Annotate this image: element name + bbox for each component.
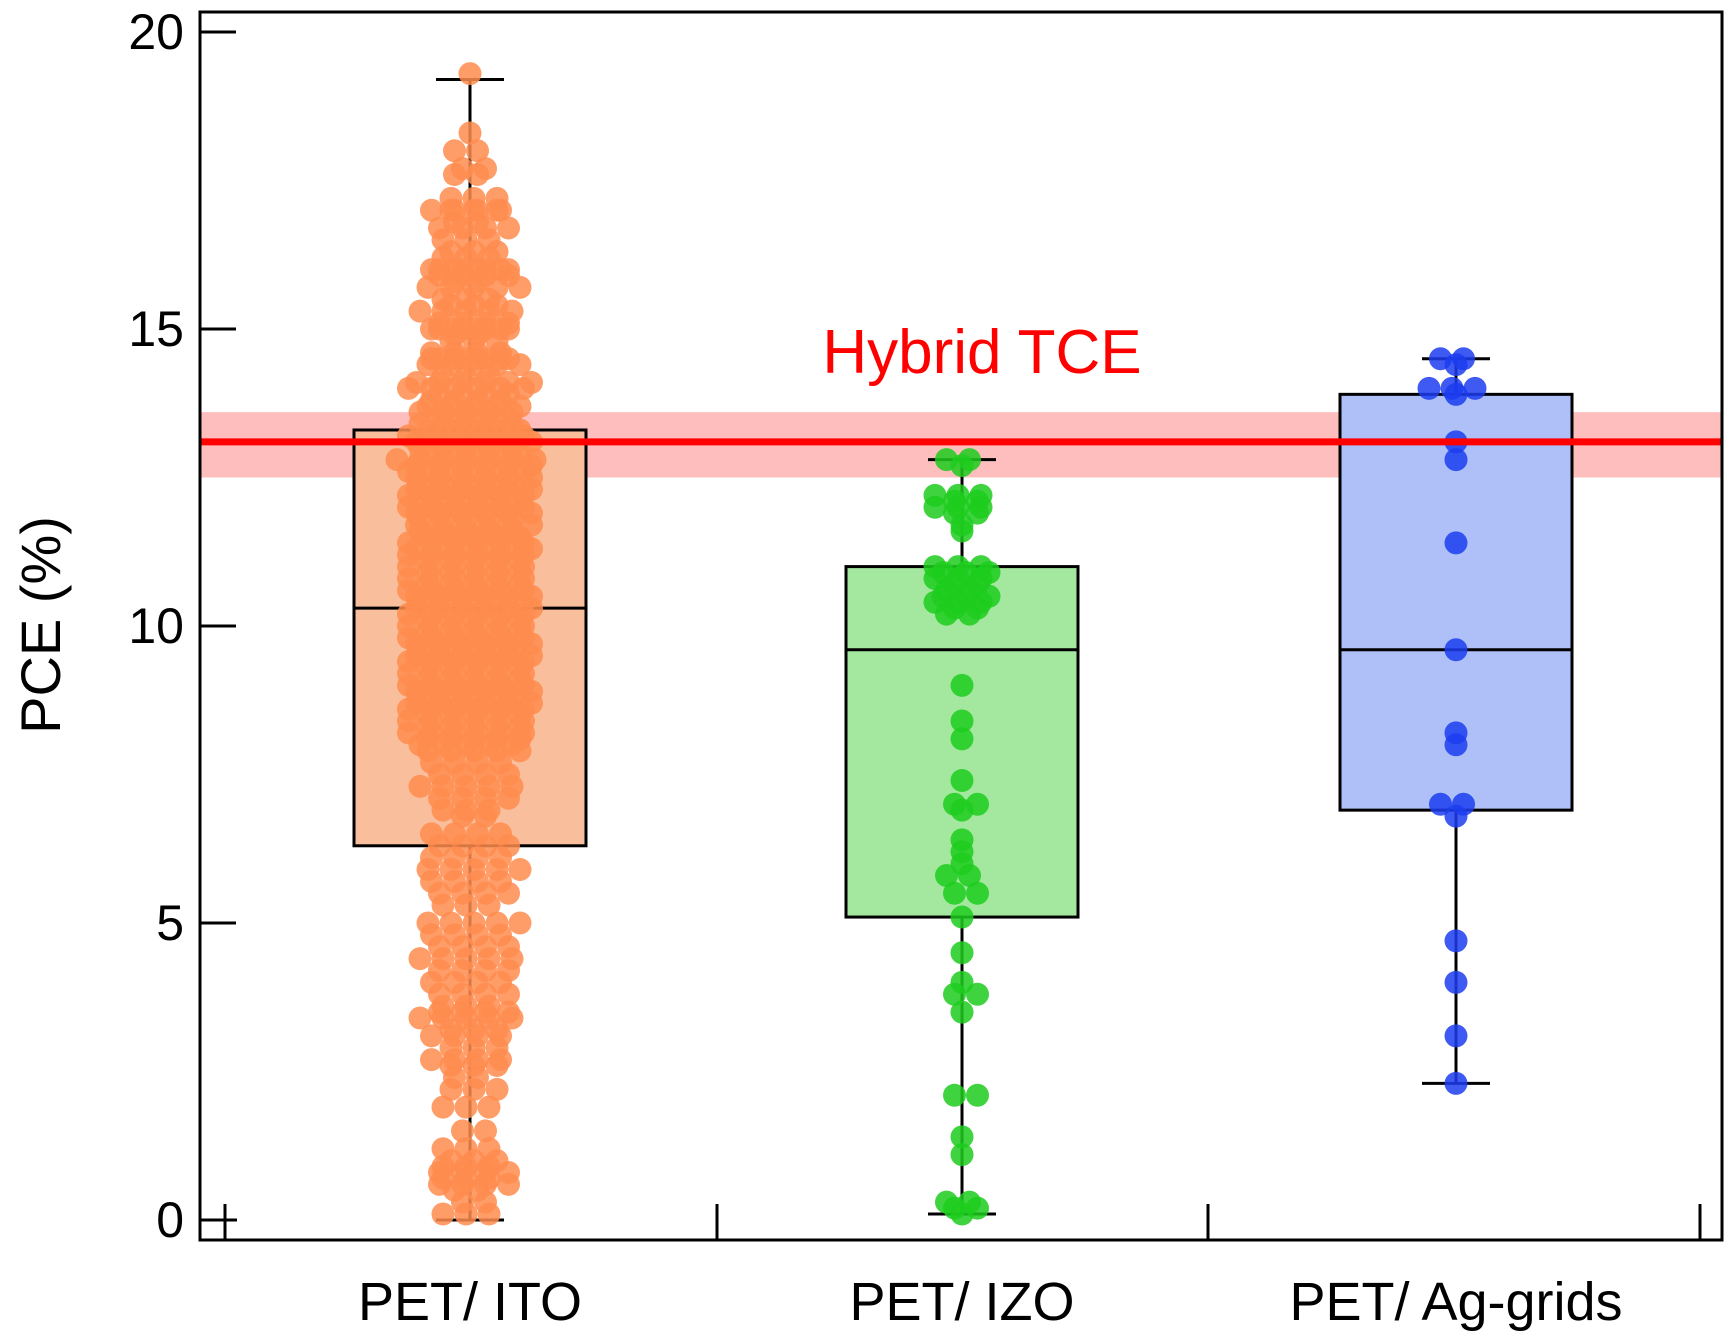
data-point (477, 1095, 501, 1119)
data-point (454, 893, 478, 917)
data-point (431, 1095, 455, 1119)
data-point (408, 299, 432, 323)
data-point (474, 804, 497, 828)
data-point (497, 1172, 520, 1196)
data-point (1444, 1024, 1468, 1048)
data-point (950, 1000, 974, 1024)
data-point (443, 139, 466, 163)
data-point (943, 982, 966, 1006)
data-point (950, 519, 974, 543)
data-point (454, 1095, 478, 1119)
data-point (451, 804, 474, 828)
y-axis-title: PCE (%) (9, 516, 72, 734)
data-point (1444, 804, 1468, 828)
data-point (508, 353, 532, 377)
data-point (443, 163, 466, 187)
data-point (420, 198, 443, 222)
data-point (950, 905, 974, 929)
data-point (485, 1077, 509, 1101)
category-label: PET/ Ag-grids (1289, 1272, 1622, 1332)
data-point (1444, 733, 1468, 757)
data-point (1444, 531, 1468, 555)
data-point (1444, 970, 1468, 994)
data-point (1444, 929, 1468, 953)
data-point (466, 163, 489, 187)
data-point (943, 1083, 966, 1107)
data-point (935, 863, 958, 887)
points-3 (1417, 347, 1487, 1095)
data-point (508, 858, 532, 882)
data-point (497, 881, 520, 905)
data-point (966, 982, 989, 1006)
category-label: PET/ IZO (849, 1272, 1074, 1332)
data-point (966, 881, 989, 905)
data-point (477, 1202, 501, 1226)
data-point (439, 1077, 463, 1101)
data-point (950, 798, 974, 822)
data-point (458, 121, 482, 145)
data-point (958, 602, 981, 626)
y-tick-label: 5 (156, 895, 184, 951)
data-point (477, 893, 501, 917)
data-point (1429, 792, 1452, 816)
data-point (950, 709, 974, 733)
data-point (950, 768, 974, 792)
data-point (497, 786, 520, 810)
data-point (497, 216, 520, 240)
data-point (966, 501, 989, 525)
data-point (923, 495, 947, 519)
data-point (462, 1077, 486, 1101)
data-point (1444, 638, 1468, 662)
data-point (474, 1119, 497, 1143)
axis-layer: 0 5 10 15 20 PET/ ITO PET/ IZO PET/ Ag-grids (128, 4, 1724, 1332)
point-layer (385, 62, 1487, 1226)
data-point (420, 1048, 443, 1072)
reference-band-label: Hybrid TCE (822, 318, 1141, 387)
data-point (466, 139, 489, 163)
data-point (508, 911, 532, 935)
data-point (408, 1006, 432, 1030)
data-point (408, 774, 432, 798)
data-point (950, 454, 974, 478)
y-tick-label: 15 (128, 301, 184, 357)
data-point (458, 62, 482, 86)
y-tick-label: 0 (156, 1192, 184, 1248)
data-point (958, 863, 981, 887)
data-point (943, 881, 966, 905)
points-2 (923, 448, 1001, 1226)
category-label: PET/ ITO (358, 1272, 582, 1332)
data-point (454, 1202, 478, 1226)
y-tick-label: 10 (128, 598, 184, 654)
data-point (950, 1202, 974, 1226)
data-point (1417, 376, 1441, 400)
data-point (1444, 1071, 1468, 1095)
data-point (950, 1125, 974, 1149)
data-point (420, 1024, 443, 1048)
data-point (485, 198, 509, 222)
data-point (408, 947, 432, 971)
data-point (950, 727, 974, 751)
data-point (431, 1202, 455, 1226)
data-point (485, 1054, 509, 1078)
data-point (935, 602, 958, 626)
data-point (950, 941, 974, 965)
y-tick-label: 20 (128, 4, 184, 60)
data-point (950, 1143, 974, 1167)
data-point (966, 1083, 989, 1107)
data-point (431, 798, 455, 822)
data-point (497, 982, 520, 1006)
data-point (950, 673, 974, 697)
data-point (1444, 353, 1468, 377)
data-point (431, 893, 455, 917)
data-point (1444, 382, 1468, 406)
data-point (451, 1119, 474, 1143)
data-point (1463, 376, 1487, 400)
points-1 (385, 62, 547, 1226)
data-point (508, 275, 532, 299)
data-point (397, 376, 420, 400)
data-point (1444, 448, 1468, 472)
data-point (508, 739, 532, 763)
